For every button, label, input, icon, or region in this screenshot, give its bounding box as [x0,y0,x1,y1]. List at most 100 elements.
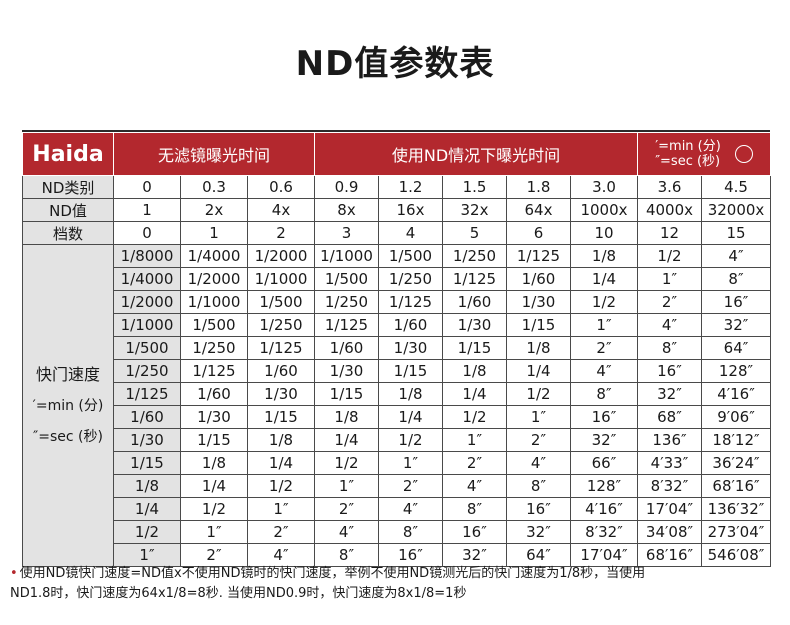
table-cell: 1/60 [506,267,571,291]
table-row: 1/30 1/15 1/8 1/4 1/2 1″ 2″ 32″ 136″ 18′12″ [23,428,772,452]
table-row: 1/1000 1/500 1/250 1/125 1/60 1/30 1/15 1″ 4″ 32″ [23,313,772,337]
table-cell: 8″ [314,543,379,567]
table-cell: 1/2 [378,428,443,452]
table-row: 1″ 2″ 4″ 8″ 16″ 32″ 64″ 17′04″ 68′16″ 546′08″ [23,543,772,567]
table-cell: 16″ [442,520,507,544]
table-cell: 32″ [570,428,638,452]
table-cell: 9′06″ [700,405,772,429]
table-cell: 1″ [247,497,315,521]
footnote: • 使用ND镜快门速度=ND值x不使用ND镜时的快门速度，举例不使用ND镜测光后的… [10,564,780,604]
table-cell: 1 [113,198,181,222]
table-cell: 1.5 [442,175,507,199]
table-row: 1/4000 1/2000 1/1000 1/500 1/250 1/125 1/60 1/4… [23,267,772,291]
table-row: 1/250 1/125 1/60 1/30 1/15 1/8 1/4 4″ 16″ 128″ [23,359,772,383]
with-nd-header: 使用ND情况下曝光时间 [314,132,638,176]
table-cell: 2″ [506,428,571,452]
table-cell: 128″ [700,359,772,383]
footnote-line-2: ND1.8时，快门速度为64x1/8=8秒. 当使用ND0.9时，快门速度为8x… [10,586,467,601]
table-row: ND类别 0 0.3 0.6 0.9 1.2 1.5 1.8 3.0 3.6 4.5 [22,175,772,199]
table-cell: 16″ [378,543,443,567]
table-cell: 12 [637,221,702,245]
table-cell: 1/125 [442,267,507,291]
table-cell: 4″ [247,543,315,567]
table-cell: 1/8 [314,405,379,429]
table-cell: 2x [180,198,248,222]
table-cell: 36′24″ [700,451,772,475]
table-cell: 1/2 [180,497,248,521]
table-cell: 1/2 [570,290,638,314]
table-cell: 1/60 [247,359,315,383]
table-cell: 2″ [314,497,379,521]
table-cell: 8″ [637,336,702,360]
table-cell: 1/2000 [247,244,315,268]
table-cell: 1/15 [180,428,248,452]
table-cell: 64x [506,198,571,222]
table-cell: 0.3 [180,175,248,199]
table-cell: 1/500 [180,313,248,337]
base-speed-cell: 1/250 [113,359,181,383]
table-cell: 1/8 [180,451,248,475]
table-cell: 2″ [378,474,443,498]
base-speed-cell: 1″ [113,543,181,567]
table-row: 1/2 1″ 2″ 4″ 8″ 16″ 32″ 8′32″ 34′08″ 273′04″ [23,520,772,544]
table-cell: 32x [442,198,507,222]
table-cell: 1/30 [247,382,315,406]
table-cell: 3.6 [637,175,702,199]
table-cell: 15 [700,221,772,245]
table-cell: 4″ [700,244,772,268]
base-speed-cell: 1/8 [113,474,181,498]
table-cell: 4″ [637,313,702,337]
table-cell: 5 [442,221,507,245]
nd-parameter-table: Haida 无滤镜曝光时间 使用ND情况下曝光时间 ′=min (分) ″=se… [22,132,772,567]
table-cell: 1/500 [314,267,379,291]
table-cell: 4x [247,198,315,222]
table-cell: 2″ [570,336,638,360]
table-cell: 4′16″ [700,382,772,406]
table-cell: 1 [180,221,248,245]
table-cell: 1/8 [247,428,315,452]
page-title: ND值参数表 [295,44,495,84]
table-row: 档数 0 1 2 3 4 5 6 10 12 15 [22,221,772,245]
table-cell: 0.6 [247,175,315,199]
table-cell: 1/8 [442,359,507,383]
table-cell: 4000x [637,198,702,222]
footnote-line-1: 使用ND镜快门速度=ND值x不使用ND镜时的快门速度，举例不使用ND镜测光后的快… [19,566,646,581]
table-cell: 32″ [700,313,772,337]
table-cell: 1″ [314,474,379,498]
base-speed-cell: 1/4000 [113,267,181,291]
table-cell: 4 [378,221,443,245]
table-cell: 2″ [442,451,507,475]
table-cell: 8x [314,198,379,222]
table-cell: 1/15 [247,405,315,429]
table-cell: 0 [113,175,181,199]
no-filter-header: 无滤镜曝光时间 [113,132,315,176]
table-cell: 8′32″ [570,520,638,544]
table-cell: 4″ [570,359,638,383]
table-cell: 1/1000 [247,267,315,291]
table-cell: 32″ [506,520,571,544]
table-cell: 4″ [378,497,443,521]
unit-min-label: ′=min (分) [655,139,721,154]
table-row: 1/500 1/250 1/125 1/60 1/30 1/15 1/8 2″ 8″ 64″ [23,336,772,360]
table-cell: 1/30 [378,336,443,360]
title-divider [22,130,770,132]
table-cell: 1″ [637,267,702,291]
table-cell: 0.9 [314,175,379,199]
table-row: 1/125 1/60 1/30 1/15 1/8 1/4 1/2 8″ 32″ 4′16″ [23,382,772,406]
table-cell: 2″ [247,520,315,544]
table-cell: 1/4 [247,451,315,475]
shutter-speed-unit-min: ′=min (分) [32,397,104,414]
circle-icon [734,145,753,163]
table-cell: 1/15 [506,313,571,337]
table-cell: 4″ [314,520,379,544]
shutter-speed-title: 快门速度 [35,364,100,384]
table-cell: 1/15 [314,382,379,406]
table-cell: 16″ [570,405,638,429]
shutter-speed-unit-sec: ″=sec (秒) [33,428,103,445]
table-cell: 1/4 [506,359,571,383]
table-row: ND值 1 2x 4x 8x 16x 32x 64x 1000x 4000x 32000x [22,198,772,222]
base-speed-cell: 1/8000 [113,244,181,268]
table-cell: 1/4 [378,405,443,429]
table-cell: 8″ [506,474,571,498]
base-speed-cell: 1/60 [113,405,181,429]
